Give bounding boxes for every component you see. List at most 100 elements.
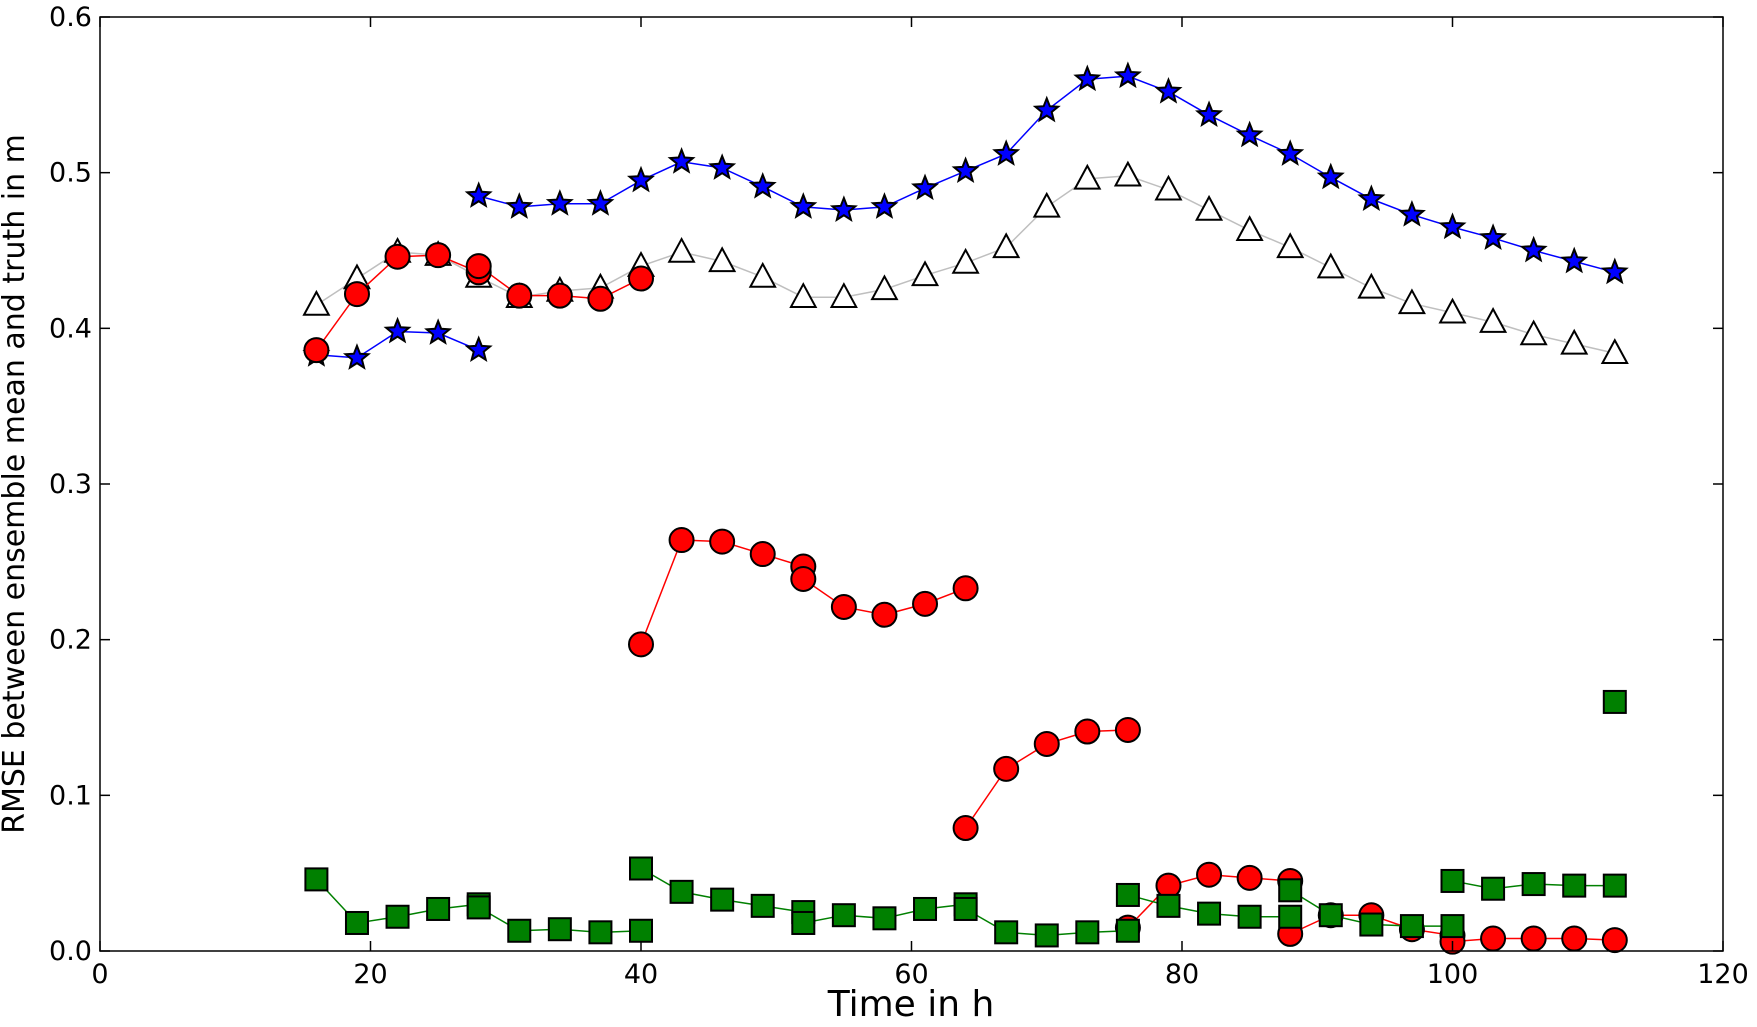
star-marker <box>992 139 1021 166</box>
star-marker <box>870 192 899 219</box>
square-marker <box>1440 868 1465 893</box>
square-marker <box>1034 923 1059 948</box>
triangle-marker <box>1397 288 1426 315</box>
series-square <box>304 689 1627 948</box>
star-marker <box>505 192 534 219</box>
circle-marker <box>343 281 370 308</box>
triangle-marker <box>870 274 899 301</box>
star-marker <box>1235 120 1264 148</box>
square-marker <box>1318 903 1343 928</box>
star-marker <box>708 153 737 180</box>
star-marker <box>1519 235 1548 263</box>
square-marker <box>507 918 532 943</box>
star-marker <box>1032 95 1061 123</box>
star-marker <box>1438 212 1467 240</box>
plot-frame <box>99 16 1724 952</box>
series-star <box>302 61 1629 370</box>
square-marker <box>304 867 329 892</box>
triangle-marker <box>789 282 818 308</box>
square-marker <box>344 910 369 935</box>
star-marker <box>951 156 980 184</box>
circle-marker <box>1033 730 1060 757</box>
square-marker <box>953 896 978 921</box>
star-marker <box>342 343 371 370</box>
square-marker <box>1521 872 1546 897</box>
triangle-marker <box>1438 297 1467 324</box>
star-marker <box>1479 223 1508 250</box>
y-tick-label: 0.2 <box>49 625 92 656</box>
star-marker <box>1600 257 1629 285</box>
series-layer <box>302 61 1629 955</box>
circle-marker <box>790 565 817 592</box>
square-marker <box>426 896 451 921</box>
y-tick-label: 0.5 <box>49 158 92 189</box>
square-marker <box>547 917 572 942</box>
triangle-marker <box>829 282 858 308</box>
star-marker <box>424 318 453 345</box>
square-marker <box>466 895 491 920</box>
star-marker <box>1276 139 1305 166</box>
square-marker <box>629 856 653 881</box>
circle-marker <box>871 601 898 628</box>
x-axis-label: Time in h <box>827 984 995 1025</box>
square-marker <box>1562 873 1587 898</box>
star-marker <box>383 316 412 344</box>
square-marker <box>1359 912 1384 937</box>
star-marker <box>1560 246 1589 274</box>
star-marker <box>1357 184 1386 212</box>
square-marker <box>588 920 613 945</box>
square-marker <box>1278 878 1303 903</box>
triangle-marker <box>302 289 331 316</box>
square-marker <box>1278 904 1303 929</box>
y-tick-label: 0.3 <box>49 469 92 500</box>
triangle-marker <box>1276 232 1305 259</box>
circle-marker <box>506 282 533 309</box>
circle-marker <box>1114 716 1141 743</box>
square-marker <box>1399 914 1424 939</box>
triangle-marker <box>1479 307 1508 333</box>
circle-marker <box>1520 925 1547 952</box>
triangle-marker <box>1316 252 1345 279</box>
circle-marker <box>465 253 492 280</box>
square-marker <box>1197 901 1222 926</box>
circle-marker <box>384 243 411 270</box>
circle-marker <box>425 242 452 269</box>
star-marker <box>1073 64 1102 92</box>
square-marker <box>1237 904 1262 929</box>
triangle-marker <box>1032 191 1061 218</box>
square-marker <box>1115 882 1140 907</box>
square-marker <box>872 906 897 931</box>
triangle-marker <box>1235 215 1264 242</box>
star-marker <box>586 189 615 216</box>
star-marker <box>545 189 574 216</box>
y-tick-label: 0.4 <box>49 313 92 344</box>
triangle-marker <box>1357 272 1386 299</box>
x-tick-label: 80 <box>1165 959 1199 990</box>
star-marker <box>1154 76 1183 104</box>
triangle-marker <box>1600 338 1629 364</box>
circle-marker <box>830 593 857 620</box>
star-marker <box>1316 162 1345 190</box>
square-marker <box>1440 914 1465 939</box>
circle-marker <box>628 631 654 658</box>
circle-marker <box>749 541 776 568</box>
square-marker <box>913 896 938 921</box>
triangle-marker <box>1519 319 1548 346</box>
star-marker <box>829 195 858 222</box>
circle-marker <box>709 528 736 555</box>
square-marker <box>791 910 816 935</box>
triangle-marker <box>1073 163 1102 190</box>
circle-marker <box>546 282 573 309</box>
star-marker <box>667 147 696 174</box>
star-marker <box>748 171 777 199</box>
tick-layer: 0 20 40 60 80 100 120 0.0 0.1 0.2 0.3 0.4 0.5 0.6 <box>49 2 1749 990</box>
star-marker <box>464 181 493 208</box>
circle-marker <box>1480 925 1507 952</box>
x-tick-label: 40 <box>624 959 658 990</box>
square-marker <box>710 887 735 912</box>
x-tick-label: 60 <box>894 959 928 990</box>
star-marker <box>1113 61 1142 89</box>
triangle-marker <box>1113 160 1142 187</box>
star-marker <box>464 335 493 363</box>
triangle-marker <box>748 261 777 288</box>
